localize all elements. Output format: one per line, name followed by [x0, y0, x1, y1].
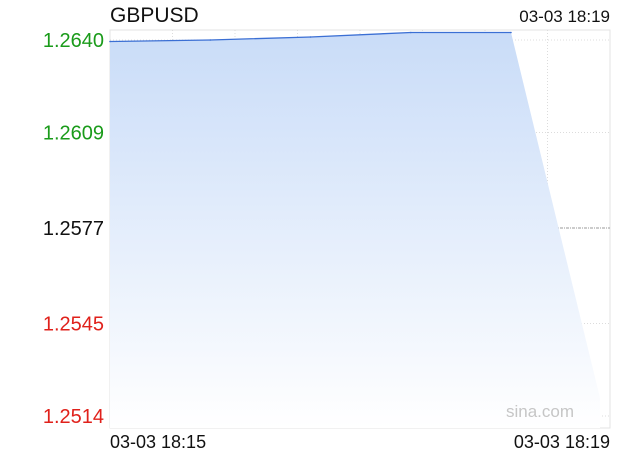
y-axis-ticks: 1.2640 1.2609 1.2577 1.2545 1.2514 — [43, 30, 104, 428]
series-point — [410, 31, 412, 34]
y-tick-label: 1.2545 — [43, 313, 104, 335]
series-point — [309, 36, 312, 38]
x-tick-label: 03-03 18:15 — [110, 432, 207, 452]
last-update-timestamp: 03-03 18:19 — [519, 7, 610, 26]
series-point — [510, 31, 512, 34]
area-layer — [109, 31, 600, 428]
y-tick-label: 1.2577 — [43, 218, 104, 240]
y-tick-label: 1.2609 — [43, 123, 104, 145]
series-area-fill — [110, 32, 600, 428]
chart-title: GBPUSD — [110, 4, 199, 27]
series-point — [109, 40, 111, 43]
y-tick-label: 1.2640 — [43, 30, 104, 52]
watermark: sina.com — [506, 402, 575, 421]
x-tick-label: 03-03 18:19 — [513, 432, 610, 452]
series-point — [209, 39, 212, 41]
y-tick-label: 1.2514 — [43, 406, 104, 428]
